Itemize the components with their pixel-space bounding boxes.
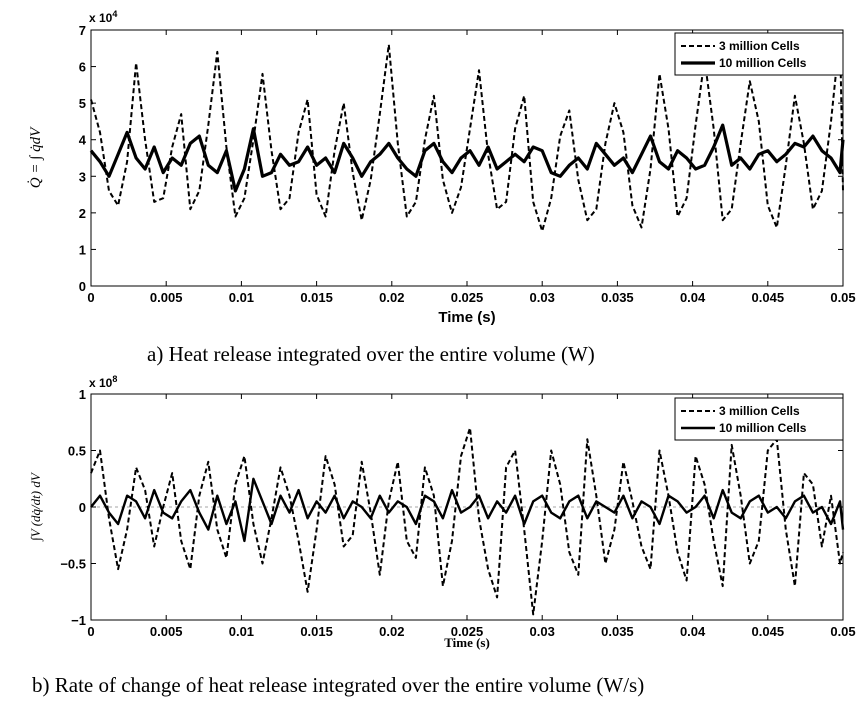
y-tick-label: 5 xyxy=(79,96,86,111)
caption-b: b) Rate of change of heat release integr… xyxy=(32,673,644,697)
y-tick-label: 1 xyxy=(79,242,86,257)
y-exponent-power: 4 xyxy=(112,9,117,19)
legend-box xyxy=(674,397,844,441)
x-tick-label: 0.04 xyxy=(680,290,706,305)
legend-label: 3 million Cells xyxy=(719,404,800,418)
x-tick-label: 0 xyxy=(87,290,94,305)
y-tick-label: 1 xyxy=(79,387,86,402)
x-axis-label: Time (s) xyxy=(438,309,495,326)
legend-label: 10 million Cells xyxy=(719,421,807,435)
x-tick-label: 0.01 xyxy=(229,624,254,639)
series-line-3m-cells xyxy=(90,32,844,233)
y-exponent-power: 8 xyxy=(112,374,117,384)
y-tick-label: 6 xyxy=(79,60,86,75)
x-axis-label: Time (s) xyxy=(444,635,490,650)
chart-panel-a: 0 0.005 0.01 0.015 0.02 0.025 0.03 0.035 0.04 0.0… xyxy=(28,9,856,326)
x-tick-label: 0.03 xyxy=(530,624,555,639)
chart-panel-b: 0 0.005 0.01 0.015 0.02 0.025 0.03 0.035 0.04 0.0… xyxy=(28,374,856,650)
y-tick-label: 7 xyxy=(79,23,86,38)
y-axis-label: ∫V (dq̇/dt) dV xyxy=(28,471,44,542)
x-tick-label: 0.02 xyxy=(379,290,404,305)
x-tick-label: 0.005 xyxy=(150,624,183,639)
x-tick-label: 0.045 xyxy=(752,290,785,305)
x-tick-label: 0 xyxy=(87,624,94,639)
y-tick-label: −0.5 xyxy=(60,557,86,572)
x-tick-label: 0.05 xyxy=(830,624,855,639)
series-line-10m-cells xyxy=(90,477,845,543)
y-tick-label: −1 xyxy=(71,613,86,628)
x-tick-label: 0.03 xyxy=(530,290,555,305)
x-tick-label: 0.015 xyxy=(300,624,333,639)
legend-label: 3 million Cells xyxy=(719,39,800,53)
y-axis-label: Q̇ = ∫ q̇dV xyxy=(28,126,44,188)
x-tick-label: 0.01 xyxy=(229,290,254,305)
x-tick-label: 0.025 xyxy=(451,290,484,305)
x-tick-label: 0.035 xyxy=(601,624,634,639)
x-tick-label: 0.015 xyxy=(300,290,333,305)
x-tick-label: 0.045 xyxy=(752,624,785,639)
y-tick-label: 0 xyxy=(79,500,86,515)
y-tick-label: 4 xyxy=(79,133,87,148)
series-line-10m-cells xyxy=(89,123,845,193)
y-exponent-label: x 104 xyxy=(89,9,117,25)
x-tick-label: 0.035 xyxy=(601,290,634,305)
legend-box xyxy=(674,32,844,76)
x-tick-label: 0.05 xyxy=(830,290,855,305)
x-tick-label: 0.025 xyxy=(451,624,484,639)
series-line-3m-cells xyxy=(90,426,844,616)
x-tick-label: 0.02 xyxy=(379,624,404,639)
y-tick-label: 0.5 xyxy=(68,444,86,459)
x-tick-label: 0.04 xyxy=(680,624,706,639)
y-tick-label: 2 xyxy=(79,206,86,221)
y-exponent-label: x 108 xyxy=(89,374,117,390)
y-tick-label: 3 xyxy=(79,169,86,184)
caption-a: a) Heat release integrated over the enti… xyxy=(147,342,595,366)
legend-label: 10 million Cells xyxy=(719,56,807,70)
x-tick-label: 0.005 xyxy=(150,290,183,305)
y-tick-label: 0 xyxy=(79,279,86,294)
